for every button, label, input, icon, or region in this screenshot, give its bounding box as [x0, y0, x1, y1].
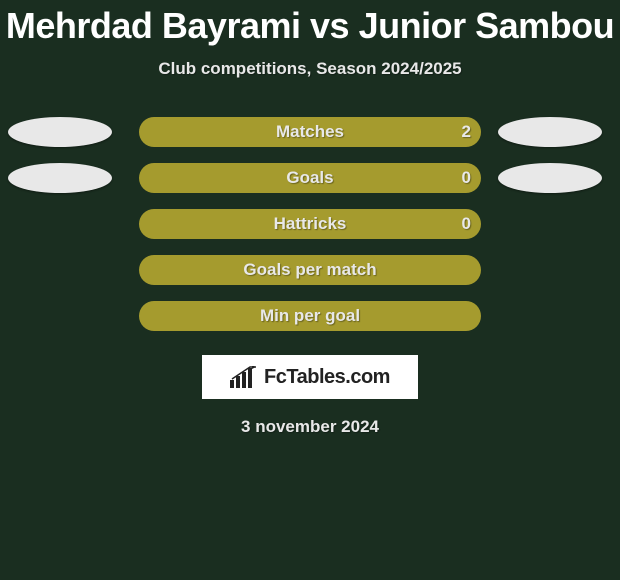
comparison-row: Goals0 — [0, 155, 620, 201]
comparison-row: Min per goal — [0, 293, 620, 339]
player1-value-ellipse — [8, 163, 112, 193]
bar-right-segment — [310, 255, 481, 285]
comparison-row: Matches2 — [0, 109, 620, 155]
infographic-container: Mehrdad Bayrami vs Junior Sambou Club co… — [0, 0, 620, 437]
player2-name: Junior Sambou — [359, 5, 615, 46]
bar-right-segment — [310, 301, 481, 331]
bar-right-segment — [310, 209, 481, 239]
comparison-row: Hattricks0 — [0, 201, 620, 247]
vs-text: vs — [310, 5, 349, 46]
player1-value-ellipse — [8, 117, 112, 147]
bar-right-segment — [139, 117, 481, 147]
date-text: 3 november 2024 — [0, 417, 620, 437]
stat-value-right: 2 — [462, 117, 471, 147]
player2-value-ellipse — [498, 163, 602, 193]
player1-name: Mehrdad Bayrami — [6, 5, 301, 46]
bar-right-segment — [310, 163, 481, 193]
bar-left-segment — [139, 209, 310, 239]
comparison-rows: Matches2 Goals0 Hattricks0 Goals per match M… — [0, 109, 620, 339]
comparison-row: Goals per match — [0, 247, 620, 293]
stat-bar: Hattricks0 — [139, 209, 481, 239]
stat-bar: Matches2 — [139, 117, 481, 147]
logo-text: FcTables.com — [264, 366, 390, 389]
stat-value-right: 0 — [462, 163, 471, 193]
bar-left-segment — [139, 301, 310, 331]
bar-left-segment — [139, 163, 310, 193]
bars-icon — [230, 366, 258, 388]
title: Mehrdad Bayrami vs Junior Sambou — [0, 5, 620, 47]
stat-bar: Min per goal — [139, 301, 481, 331]
subtitle: Club competitions, Season 2024/2025 — [0, 59, 620, 79]
logo-box: FcTables.com — [202, 355, 418, 399]
stat-value-right: 0 — [462, 209, 471, 239]
stat-bar: Goals per match — [139, 255, 481, 285]
logo: FcTables.com — [230, 366, 390, 389]
stat-bar: Goals0 — [139, 163, 481, 193]
player2-value-ellipse — [498, 117, 602, 147]
bar-left-segment — [139, 255, 310, 285]
